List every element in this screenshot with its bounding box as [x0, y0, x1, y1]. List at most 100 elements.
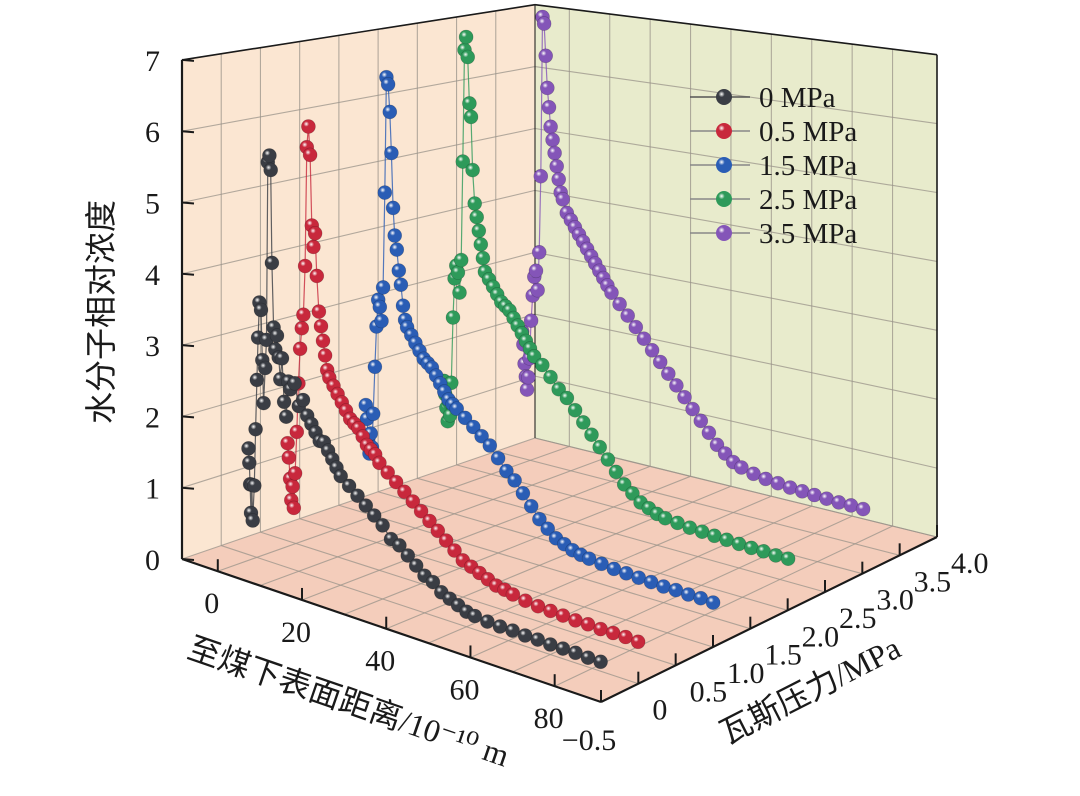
data-point: [248, 421, 263, 437]
data-point: [400, 548, 416, 563]
data-point: [447, 543, 462, 558]
data-point: [594, 556, 609, 572]
legend-label: 3.5 MPa: [759, 218, 857, 250]
data-point: [269, 328, 285, 343]
data-point: [256, 395, 271, 411]
data-point: [475, 250, 491, 266]
z-tick-label: 6: [145, 116, 160, 149]
data-point: [533, 168, 549, 184]
data-point: [855, 501, 871, 517]
z-tick-mark: [181, 486, 195, 490]
data-point: [465, 419, 481, 435]
series-0.5-mpa: [280, 119, 646, 650]
z-tick-mark: [181, 415, 195, 419]
data-point: [480, 614, 495, 629]
data-point: [657, 510, 673, 526]
z-tick-mark: [181, 344, 195, 348]
data-point: [397, 484, 412, 500]
floor-grid-x: [386, 485, 732, 630]
data-point: [280, 435, 295, 451]
y-tick-label: 3.5: [914, 565, 952, 598]
data-point: [551, 381, 567, 397]
data-point: [253, 302, 269, 318]
data-point: [377, 185, 393, 200]
right-wall-grid-z: [534, 313, 938, 400]
data-point: [539, 80, 555, 96]
data-point: [358, 498, 374, 513]
data-point: [743, 540, 759, 556]
data-point: [618, 565, 634, 581]
data-point: [313, 318, 329, 334]
data-point: [593, 621, 608, 637]
data-point: [467, 608, 483, 624]
left-wall-grid-z: [181, 251, 536, 346]
data-point: [413, 503, 429, 519]
data-point: [780, 551, 796, 567]
data-point: [620, 308, 636, 323]
data-point: [580, 650, 596, 666]
data-point: [794, 483, 810, 499]
legend-label: 1.5 MPa: [759, 150, 857, 182]
data-point: [670, 515, 685, 531]
z-tick-mark: [181, 201, 195, 205]
data-point: [505, 623, 520, 638]
data-point: [526, 348, 542, 364]
data-point: [581, 551, 597, 567]
data-point: [294, 320, 310, 336]
data-point: [593, 654, 608, 670]
x-tick-label: 80: [534, 702, 564, 735]
data-point: [317, 348, 333, 363]
data-point: [580, 616, 596, 632]
z-tick-label: 7: [145, 45, 160, 78]
legend-label: 2.5 MPa: [759, 184, 857, 216]
data-point: [242, 455, 257, 471]
data-point: [287, 375, 302, 391]
z-axis-title: 水分子相对浓度: [83, 200, 119, 424]
data-point: [592, 439, 608, 455]
y-axis-ticks: −0.5 0 0.51.01.52.02.53.03.54.0: [562, 525, 989, 757]
data-point: [474, 428, 489, 444]
data-point: [262, 148, 277, 163]
data-point: [405, 494, 421, 509]
data-point: [682, 520, 698, 536]
x-tick-label: 20: [281, 616, 311, 649]
data-point: [734, 460, 749, 475]
data-point: [365, 406, 381, 422]
z-tick-mark: [181, 130, 195, 134]
z-tick-mark: [181, 558, 195, 561]
data-point: [315, 333, 331, 349]
y-tick-label: 0.5: [690, 675, 728, 708]
right-wall: [535, 4, 937, 537]
x-axis-ticks: 0 20 40 60 80: [204, 559, 564, 735]
left-wall-grid-z: [181, 66, 536, 132]
data-point: [532, 511, 547, 527]
data-point: [707, 528, 722, 544]
data-point: [636, 331, 652, 347]
series-2.5-mpa: [436, 29, 796, 567]
data-point: [289, 424, 305, 440]
data-point: [584, 427, 599, 443]
z-axis-ticks: 0 1 2 3 4 5 6 7: [145, 45, 195, 577]
data-point: [555, 608, 571, 623]
chart-axes: [180, 3, 938, 704]
data-point: [831, 495, 847, 510]
data-point: [608, 464, 624, 480]
y-tick-label: 2.5: [839, 602, 877, 635]
data-point: [490, 450, 506, 466]
floor-grid-x: [301, 465, 651, 601]
data-point: [278, 409, 294, 425]
x-axis-line: [181, 557, 602, 704]
data-point: [625, 486, 640, 501]
data-point: [287, 465, 303, 481]
legend-item: 0.5 MPa: [690, 116, 857, 148]
y-tick-label: 0: [652, 694, 667, 727]
data-point: [693, 413, 709, 429]
data-point: [295, 392, 311, 408]
data-point: [600, 452, 616, 467]
data-point: [540, 521, 556, 537]
data-point: [612, 296, 627, 312]
data-point: [257, 360, 273, 376]
data-point: [482, 438, 498, 453]
data-point: [372, 299, 388, 315]
legend-marker: [716, 157, 732, 173]
